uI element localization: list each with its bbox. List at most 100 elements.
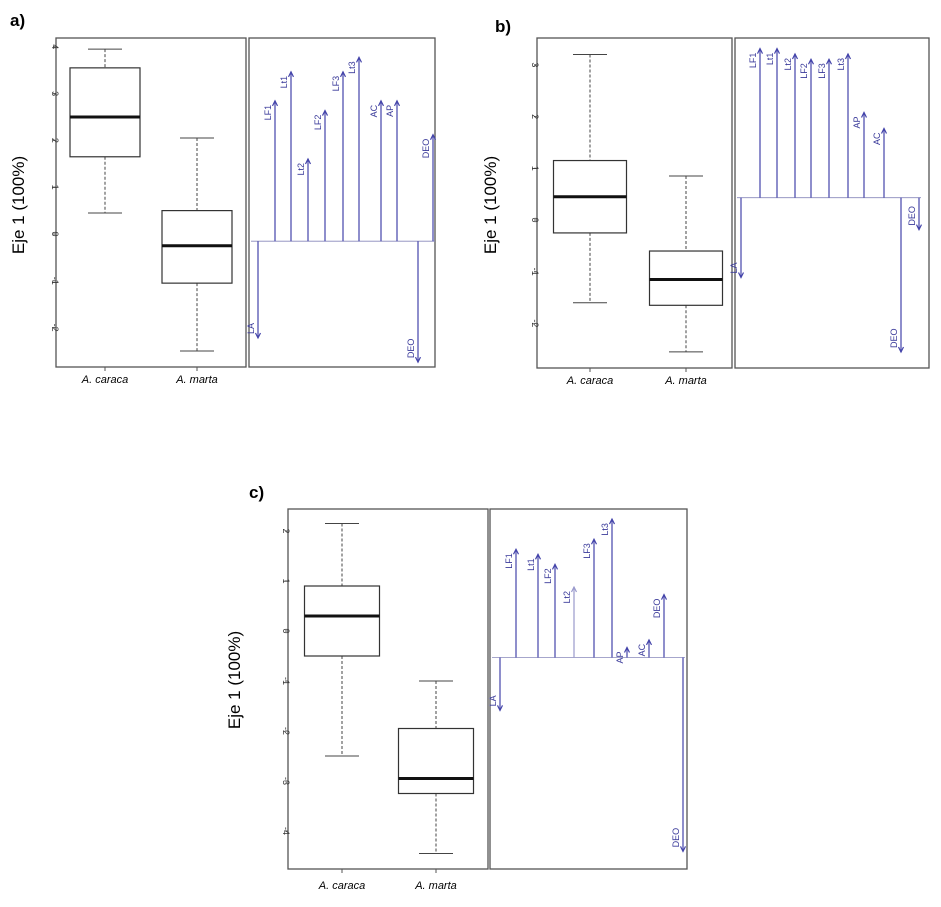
y-axis-title: Eje 1 (100%) <box>481 156 500 254</box>
loading-arrow: DEO <box>421 133 437 242</box>
loading-arrow: DEO <box>652 593 668 658</box>
arrow-label: Lt1 <box>279 76 289 89</box>
box-a-marta <box>648 175 724 353</box>
loading-arrow: Lt3 <box>347 56 363 242</box>
arrow-label: Lt3 <box>347 61 357 74</box>
loading-arrow: Lt2 <box>296 157 312 242</box>
loading-arrow: DEO <box>907 197 923 231</box>
arrow-label: Lt3 <box>600 523 610 536</box>
y-tick-label: -1 <box>281 677 291 685</box>
loading-arrow: LF1 <box>504 547 520 658</box>
box-iqr <box>303 585 381 657</box>
y-tick-label: 1 <box>281 578 291 583</box>
arrowhead <box>915 224 923 231</box>
loading-arrow: AP <box>615 646 631 663</box>
arrowhead <box>737 272 745 279</box>
arrowhead <box>339 70 347 78</box>
y-tick-label: 2 <box>530 114 540 119</box>
arrowhead <box>534 552 542 560</box>
y-tick-label: -2 <box>281 727 291 735</box>
arrowhead <box>551 563 559 570</box>
loading-arrow: DEO <box>671 657 687 853</box>
y-tick-label: 4 <box>50 44 60 49</box>
boxplot-frame <box>287 508 489 870</box>
loading-arrow: DEO <box>889 197 905 354</box>
boxplot-frame <box>55 37 247 368</box>
loading-arrow: LF1 <box>748 47 764 198</box>
arrowhead <box>512 547 520 555</box>
box-iqr <box>69 67 141 158</box>
box-iqr <box>397 727 475 795</box>
loading-arrow: LF1 <box>263 99 279 242</box>
arrow-label: AC <box>637 643 647 656</box>
y-axis-title: Eje 1 (100%) <box>225 631 244 729</box>
loading-arrow: Lt1 <box>279 70 295 242</box>
y-tick-label: 2 <box>281 528 291 533</box>
y-axis-title: Eje 1 (100%) <box>9 156 28 254</box>
y-tick-label: -3 <box>281 777 291 785</box>
arrow-label: AP <box>615 651 625 663</box>
arrowhead <box>590 537 598 545</box>
arrowhead <box>660 593 668 600</box>
biplot-frame <box>248 37 436 368</box>
y-tick-label: 3 <box>50 91 60 96</box>
loading-arrow: LF3 <box>582 537 598 658</box>
arrowhead <box>321 109 329 116</box>
arrow-label: LA <box>729 263 739 274</box>
loading-arrow: LF2 <box>543 563 559 658</box>
arrowhead <box>414 356 422 364</box>
arrow-label: Lt3 <box>836 58 846 71</box>
arrow-label: DEO <box>421 139 431 159</box>
biplot-frame <box>734 37 930 369</box>
arrowhead <box>355 56 363 63</box>
y-tick-label: -1 <box>530 268 540 276</box>
category-label: A. marta <box>664 375 707 387</box>
loading-arrow: AC <box>872 127 888 198</box>
panel-label: b) <box>495 17 511 36</box>
arrowhead <box>773 47 781 54</box>
loading-arrow: LF2 <box>799 57 815 198</box>
loading-arrow: Lt2 <box>783 52 799 198</box>
arrow-label: AC <box>872 132 882 145</box>
arrowhead <box>570 585 578 593</box>
arrowhead <box>756 47 764 54</box>
arrow-label: Lt2 <box>783 58 793 71</box>
loading-arrow: LA <box>729 197 745 279</box>
arrowhead <box>880 127 888 134</box>
arrowhead <box>645 638 653 646</box>
loading-arrow: LF2 <box>313 109 329 242</box>
loading-arrow: LA <box>246 241 262 340</box>
box-a-caraca <box>303 523 381 757</box>
box-a-caraca <box>69 48 141 214</box>
loading-arrow: LF3 <box>331 70 347 242</box>
loading-arrow: AC <box>637 638 653 658</box>
arrow-label: Lt2 <box>296 163 306 176</box>
arrowhead <box>791 52 799 60</box>
arrow-label: LA <box>246 323 256 334</box>
y-tick-label: 0 <box>281 628 291 633</box>
arrowhead <box>623 646 631 653</box>
arrow-label: LF3 <box>331 76 341 92</box>
loading-arrow: LF3 <box>817 57 833 198</box>
arrowhead <box>271 99 279 107</box>
arrow-label: LF2 <box>313 115 323 131</box>
loading-arrow: AP <box>385 99 401 242</box>
y-tick-label: -2 <box>530 319 540 327</box>
arrow-label: DEO <box>406 339 416 359</box>
loading-arrow: Lt3 <box>600 517 616 658</box>
arrowhead <box>393 99 401 107</box>
arrow-label: DEO <box>671 828 681 848</box>
y-tick-label: 3 <box>530 62 540 67</box>
box-a-marta <box>161 137 233 352</box>
arrow-label: DEO <box>889 329 899 349</box>
panel-label: c) <box>249 483 264 502</box>
arrowhead <box>377 99 385 107</box>
y-tick-label: 0 <box>530 217 540 222</box>
loading-arrow: LA <box>488 657 504 712</box>
arrow-label: LF3 <box>582 543 592 559</box>
arrowhead <box>304 157 312 165</box>
boxplot-frame <box>536 37 733 369</box>
loading-arrow: DEO <box>406 241 422 364</box>
arrowhead <box>897 346 905 354</box>
